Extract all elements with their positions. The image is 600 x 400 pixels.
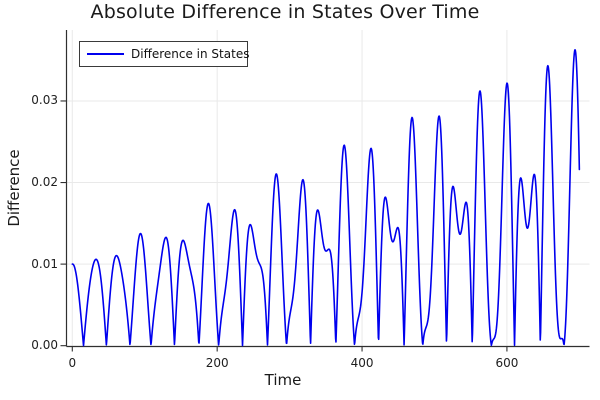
x-tick-label: 400 — [350, 356, 374, 370]
legend-box: Difference in States — [79, 41, 250, 67]
x-axis-label: Time — [264, 371, 302, 389]
chart-title: Absolute Difference in States Over Time — [90, 1, 480, 23]
y-tick-label: 0.02 — [31, 175, 58, 190]
data-series — [71, 48, 581, 347]
x-tick-label: 0 — [68, 356, 77, 370]
legend-line-swatch — [87, 53, 124, 55]
x-tick-label: 600 — [495, 356, 519, 370]
legend-label: Difference in States — [131, 47, 250, 61]
y-tick-label: 0.03 — [31, 93, 58, 108]
x-tick-label: 200 — [205, 356, 229, 370]
axes — [60, 30, 590, 352]
difference-line — [71, 48, 581, 347]
y-tick-label: 0.01 — [31, 256, 58, 271]
y-tick-label: 0.00 — [31, 338, 58, 353]
